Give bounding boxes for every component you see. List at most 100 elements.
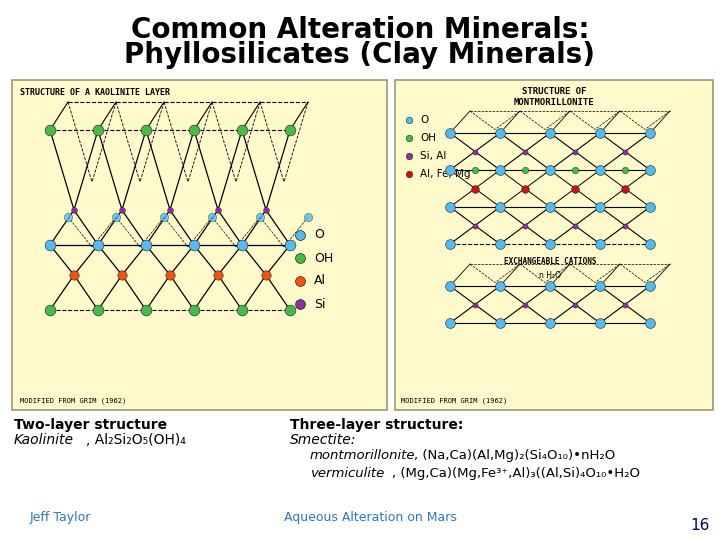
Point [284, 126, 296, 134]
Point [294, 276, 306, 285]
Text: MONTMORILLONITE: MONTMORILLONITE [513, 98, 594, 107]
Point [188, 306, 199, 314]
Text: Two-layer structure: Two-layer structure [14, 418, 167, 432]
Point [403, 134, 415, 143]
Text: , Al₂Si₂O₅(OH)₄: , Al₂Si₂O₅(OH)₄ [86, 433, 186, 447]
Point [469, 300, 481, 309]
Point [619, 147, 631, 156]
Text: Al: Al [314, 274, 326, 287]
Point [254, 213, 266, 221]
Point [494, 282, 505, 291]
Point [594, 166, 606, 174]
Point [403, 152, 415, 160]
Text: , (Mg,Ca)(Mg,Fe³⁺,Al)₃((Al,Si)₄O₁₀•H₂O: , (Mg,Ca)(Mg,Fe³⁺,Al)₃((Al,Si)₄O₁₀•H₂O [392, 467, 640, 480]
Text: Si: Si [314, 298, 325, 310]
Text: EXCHANGEABLE CATIONS: EXCHANGEABLE CATIONS [504, 258, 596, 267]
Point [403, 170, 415, 178]
Point [444, 202, 456, 211]
Point [236, 126, 248, 134]
Text: MODIFIED FROM GRIM (1962): MODIFIED FROM GRIM (1962) [20, 397, 126, 404]
Point [619, 184, 631, 193]
Point [164, 271, 176, 279]
Point [570, 184, 581, 193]
Point [619, 166, 631, 174]
Point [644, 202, 656, 211]
Text: Kaolinite: Kaolinite [14, 433, 74, 447]
Text: 16: 16 [690, 517, 710, 532]
Text: montmorillonite: montmorillonite [310, 449, 415, 462]
Point [92, 241, 104, 249]
Text: STRUCTURE OF: STRUCTURE OF [522, 87, 586, 96]
Point [519, 166, 531, 174]
Point [544, 282, 556, 291]
Point [444, 166, 456, 174]
Point [494, 240, 505, 248]
Text: , (Na,Ca)(Al,Mg)₂(Si₄O₁₀)•nH₂O: , (Na,Ca)(Al,Mg)₂(Si₄O₁₀)•nH₂O [414, 449, 616, 462]
Point [444, 240, 456, 248]
Text: O: O [314, 228, 324, 241]
Point [644, 240, 656, 248]
Point [294, 300, 306, 308]
Point [619, 300, 631, 309]
Point [140, 306, 152, 314]
Point [92, 306, 104, 314]
Point [110, 213, 122, 221]
Point [570, 221, 581, 230]
Point [62, 213, 73, 221]
Point [570, 147, 581, 156]
Text: Jeff Taylor: Jeff Taylor [30, 511, 91, 524]
Point [570, 300, 581, 309]
Point [212, 271, 224, 279]
Point [188, 126, 199, 134]
Point [44, 306, 55, 314]
Point [544, 129, 556, 137]
Point [68, 271, 80, 279]
Point [92, 126, 104, 134]
Point [494, 166, 505, 174]
Text: OH: OH [420, 133, 436, 143]
Bar [395, 80, 713, 410]
Point [469, 166, 481, 174]
Point [294, 254, 306, 262]
Point [44, 126, 55, 134]
Point [644, 166, 656, 174]
Text: Si, Al: Si, Al [420, 151, 446, 161]
Point [294, 231, 306, 239]
Point [594, 240, 606, 248]
Point [519, 184, 531, 193]
Text: Three-layer structure:: Three-layer structure: [290, 418, 464, 432]
Point [519, 147, 531, 156]
Point [302, 213, 314, 221]
Point [158, 213, 170, 221]
Point [544, 319, 556, 327]
Point [544, 240, 556, 248]
Point [116, 206, 127, 214]
Point [212, 206, 224, 214]
Point [519, 300, 531, 309]
Point [469, 184, 481, 193]
Point [206, 213, 217, 221]
Point [570, 166, 581, 174]
Text: OH: OH [314, 252, 333, 265]
Text: MODIFIED FROM GRIM (1962): MODIFIED FROM GRIM (1962) [401, 397, 508, 404]
Point [44, 241, 55, 249]
Text: Common Alteration Minerals:: Common Alteration Minerals: [131, 16, 589, 44]
Point [594, 202, 606, 211]
Point [236, 241, 248, 249]
Point [644, 282, 656, 291]
Text: Al, Fe, Mg: Al, Fe, Mg [420, 169, 470, 179]
Text: O: O [420, 115, 428, 125]
Point [140, 241, 152, 249]
Point [444, 319, 456, 327]
Point [594, 129, 606, 137]
Point [444, 129, 456, 137]
Point [140, 126, 152, 134]
Point [236, 306, 248, 314]
Point [164, 206, 176, 214]
Point [544, 166, 556, 174]
Point [284, 306, 296, 314]
Point [594, 282, 606, 291]
Point [494, 129, 505, 137]
Point [619, 221, 631, 230]
Point [469, 147, 481, 156]
